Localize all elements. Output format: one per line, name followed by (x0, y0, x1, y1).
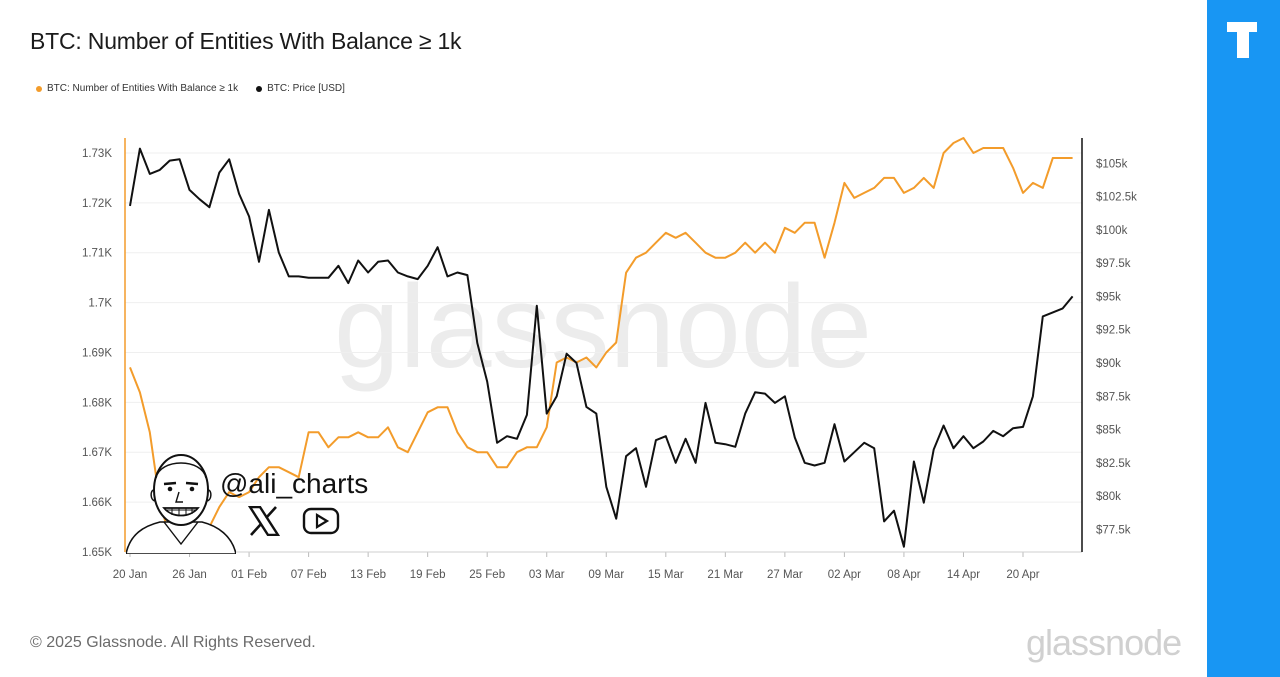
y-left-tick-label: 1.66K (82, 497, 112, 509)
x-tick-label: 07 Feb (291, 569, 327, 581)
x-tick-label: 19 Feb (410, 569, 446, 581)
legend-dot-price (256, 85, 263, 92)
legend-label-entities: BTC: Number of Entities With Balance ≥ 1… (47, 83, 239, 94)
x-tick-label: 27 Mar (767, 569, 803, 581)
y-right-tick-label: $77.5k (1096, 524, 1131, 536)
y-right-tick-label: $105k (1096, 158, 1128, 170)
chart-axes: 1.65K 1.66K 1.67K 1.68K 1.69K 1.7K 1.71K 1.72K 1… (82, 138, 1137, 581)
y-left-tick-label: 1.72K (82, 198, 112, 210)
y-left-tick-label: 1.73K (82, 148, 112, 160)
y-right-tick-label: $97.5k (1096, 258, 1131, 270)
x-tick-label: 26 Jan (172, 569, 207, 581)
y-right-tick-label: $87.5k (1096, 391, 1131, 403)
side-panel (1207, 0, 1280, 677)
y-right-tick-label: $80k (1096, 491, 1121, 503)
x-tick-label: 15 Mar (648, 569, 684, 581)
social-links (248, 506, 340, 536)
y-left-tick-label: 1.67K (82, 447, 112, 459)
series-line-price[interactable] (129, 147, 1074, 548)
footer-copyright: © 2025 Glassnode. All Rights Reserved. (30, 634, 316, 651)
y-left-tick-label: 1.68K (82, 397, 112, 409)
author-handle: @ali_charts (220, 468, 369, 499)
y-left-tick-label: 1.7K (88, 298, 112, 310)
y-left-tick-label: 1.69K (82, 347, 112, 359)
chart-watermark: glassnode (334, 261, 872, 393)
y-right-tick-label: $82.5k (1096, 458, 1131, 470)
legend-label-price: BTC: Price [USD] (267, 83, 345, 94)
series-line-entities[interactable] (129, 137, 1073, 553)
x-tick-label: 01 Feb (231, 569, 267, 581)
brand-logo-text: glassnode (1026, 622, 1182, 663)
y-right-tick-label: $100k (1096, 225, 1128, 237)
legend-dot-entities (36, 85, 42, 92)
legend-entry-entities[interactable]: BTC: Number of Entities With Balance ≥ 1… (36, 83, 238, 94)
y-right-tick-label: $90k (1096, 358, 1121, 370)
youtube-icon[interactable] (302, 507, 340, 535)
y-right-tick-label: $95k (1096, 291, 1121, 303)
legend-entry-price[interactable]: BTC: Price [USD] (256, 83, 345, 94)
author-avatar (126, 454, 236, 554)
y-left-tick-label: 1.65K (82, 547, 112, 559)
x-tick-label: 02 Apr (828, 569, 861, 581)
x-tick-label: 25 Feb (469, 569, 505, 581)
tradingview-logo-icon[interactable] (1225, 18, 1265, 62)
x-tick-label: 08 Apr (887, 569, 920, 581)
y-right-tick-label: $92.5k (1096, 325, 1131, 337)
line-chart: glassnode 1.65K1.66K1.67K1.68K1.69K1.7K1… (82, 137, 1137, 581)
x-tick-label: 03 Mar (529, 569, 565, 581)
chart-title: BTC: Number of Entities With Balance ≥ 1… (30, 28, 462, 54)
grid-lines (125, 152, 1082, 503)
y-right-tick-label: $85k (1096, 425, 1121, 437)
y-right-tick-label: $102.5k (1096, 192, 1137, 204)
x-tick-label: 09 Mar (588, 569, 624, 581)
x-tick-label: 20 Apr (1006, 569, 1039, 581)
x-tick-label: 21 Mar (707, 569, 743, 581)
y-left-tick-label: 1.71K (82, 248, 112, 260)
x-icon[interactable] (248, 506, 280, 536)
series-layer (129, 137, 1074, 553)
x-tick-label: 13 Feb (350, 569, 386, 581)
x-tick-label: 14 Apr (947, 569, 980, 581)
x-tick-label: 20 Jan (113, 569, 148, 581)
chart-legend: BTC: Number of Entities With Balance ≥ 1… (36, 83, 345, 94)
